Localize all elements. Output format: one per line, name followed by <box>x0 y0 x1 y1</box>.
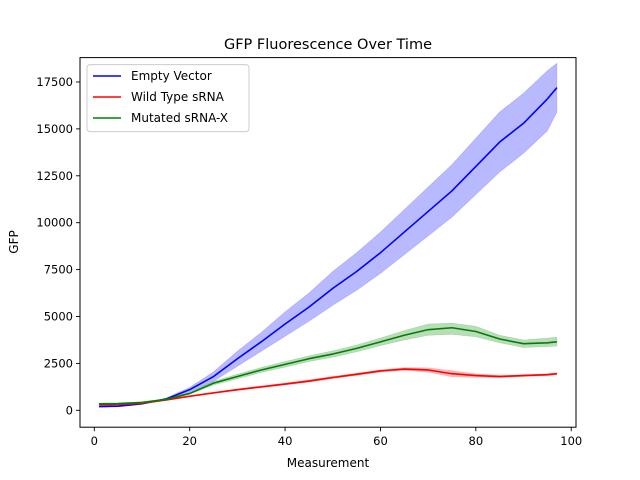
x-axis-label: Measurement <box>287 456 370 470</box>
y-tick-label: 0 <box>66 403 73 417</box>
y-tick-label: 15000 <box>36 122 73 136</box>
legend: Empty Vector Wild Type sRNA Mutated sRNA… <box>86 64 250 133</box>
x-tick-label: 80 <box>469 434 484 448</box>
x-tick-label: 60 <box>373 434 388 448</box>
band-empty-vector <box>98 62 558 408</box>
legend-label-mutated-srna-x: Mutated sRNA-X <box>131 111 228 125</box>
x-tick-label: 20 <box>182 434 197 448</box>
legend-box <box>86 64 250 133</box>
legend-label-wild-type-srna: Wild Type sRNA <box>131 90 225 104</box>
line-empty-vector <box>99 87 558 408</box>
y-tick-label: 5000 <box>44 310 73 324</box>
y-axis-label: GFP <box>7 230 21 253</box>
plot-frame <box>79 57 577 428</box>
line-mutated-srna-x <box>99 326 557 405</box>
x-tick-label: 0 <box>91 434 98 448</box>
series-lines <box>99 87 558 408</box>
y-tick-label: 10000 <box>36 216 73 230</box>
line-wild-type-srna <box>99 368 557 406</box>
x-tick-label: 100 <box>560 434 582 448</box>
x-tick-label: 40 <box>278 434 293 448</box>
y-tick-label: 2500 <box>44 356 73 370</box>
y-tick-label: 12500 <box>36 169 73 183</box>
y-tick-label: 17500 <box>36 75 73 89</box>
y-tick-label: 7500 <box>44 263 73 277</box>
y-axis-ticks: 0 2500 5000 7500 10000 12500 15000 17500 <box>36 75 80 417</box>
band-mutated-srna-x <box>98 322 558 405</box>
chart-title: GFP Fluorescence Over Time <box>224 37 432 53</box>
x-axis-ticks: 0 20 40 60 80 100 <box>91 427 582 448</box>
legend-label-empty-vector: Empty Vector <box>131 69 212 83</box>
confidence-bands <box>98 62 558 408</box>
